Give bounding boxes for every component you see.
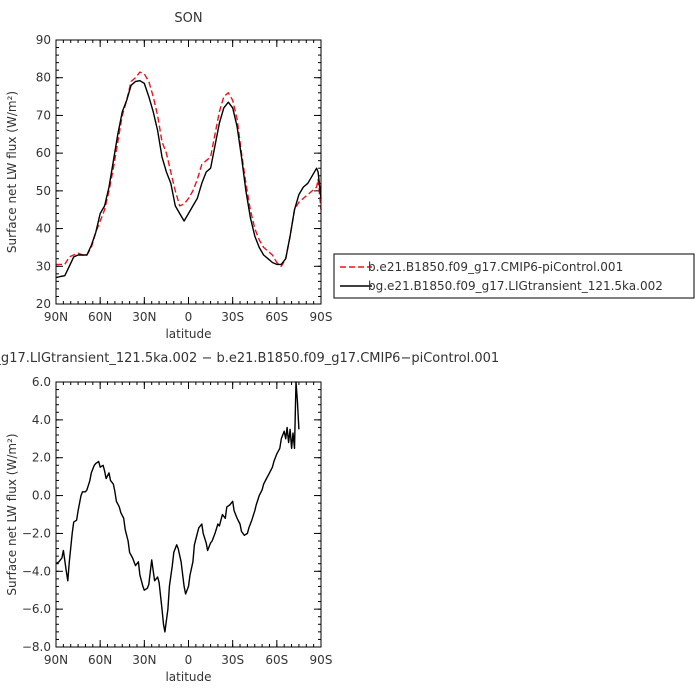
chart-title: SON: [174, 11, 202, 26]
x-tick-label: 60S: [265, 653, 288, 667]
x-tick-label: 90S: [310, 310, 333, 324]
y-tick-label: 70: [36, 108, 51, 122]
x-tick-label: 30S: [221, 310, 244, 324]
y-tick-label: −6.0: [22, 602, 51, 616]
y-tick-label: 50: [36, 184, 51, 198]
plot-frame: [55, 39, 322, 305]
legend-label-2: bg.e21.B1850.f09_g17.LIGtransient_121.5k…: [368, 279, 663, 293]
chart-title: bg.e21.B1850.f09_g17.LIGtransient_121.5k…: [0, 351, 499, 366]
y-tick-label: 2.0: [32, 451, 51, 465]
y-tick-label: 90: [36, 33, 51, 47]
y-tick-label: −8.0: [22, 640, 51, 654]
series-line-2: [55, 80, 322, 279]
x-axis-label: latitude: [165, 327, 211, 341]
y-tick-label: 20: [36, 297, 51, 311]
legend-box: [333, 253, 695, 299]
x-tick-label: 90N: [44, 653, 68, 667]
legend: b.e21.B1850.f09_g17.CMIP6-piControl.001b…: [333, 253, 695, 299]
x-tick-label: 90S: [310, 653, 333, 667]
plot-frame: [55, 381, 322, 648]
legend-label-1: b.e21.B1850.f09_g17.CMIP6-piControl.001: [368, 260, 623, 274]
x-tick-label: 30S: [221, 653, 244, 667]
y-axis-label: Surface net LW flux (W/m²): [5, 433, 19, 595]
x-tick-label: 0: [185, 310, 193, 324]
y-tick-label: 60: [36, 146, 51, 160]
x-tick-label: 0: [185, 653, 193, 667]
y-tick-label: 30: [36, 259, 51, 273]
y-tick-label: 4.0: [32, 413, 51, 427]
x-axis-label: latitude: [165, 670, 211, 684]
x-tick-label: 30N: [132, 310, 156, 324]
x-tick-label: 60N: [88, 653, 112, 667]
x-tick-label: 90N: [44, 310, 68, 324]
y-axis-label: Surface net LW flux (W/m²): [5, 91, 19, 253]
y-tick-label: 40: [36, 222, 51, 236]
chart-son-net-lw-flux: SON Surface net LW flux (W/m²) latitude 90N…: [5, 11, 332, 341]
series-line-1: [56, 71, 322, 267]
y-tick-label: 6.0: [32, 375, 51, 389]
y-tick-label: 0.0: [32, 489, 51, 503]
y-tick-label: 80: [36, 71, 51, 85]
x-tick-label: 60S: [265, 310, 288, 324]
series-line-1: [55, 381, 300, 633]
chart-difference-net-lw-flux: bg.e21.B1850.f09_g17.LIGtransient_121.5k…: [0, 351, 499, 684]
y-tick-label: −4.0: [22, 564, 51, 578]
x-tick-label: 30N: [132, 653, 156, 667]
y-tick-label: −2.0: [22, 526, 51, 540]
x-tick-label: 60N: [88, 310, 112, 324]
